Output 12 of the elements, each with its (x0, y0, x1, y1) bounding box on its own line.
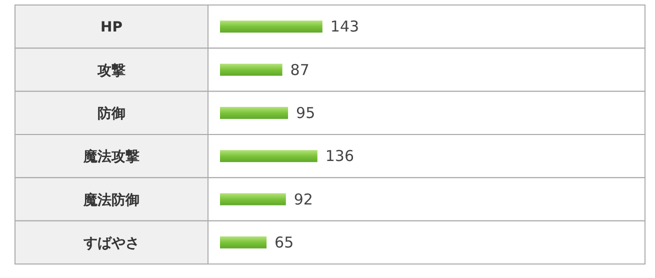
y-tick-label: 攻撃 (96, 62, 126, 79)
data-label: 143 (330, 18, 360, 36)
data-label: 65 (274, 233, 294, 252)
y-tick-label: 魔法攻撃 (82, 148, 140, 166)
y-tick-label: 魔法防御 (82, 191, 140, 208)
data-label: 87 (290, 60, 310, 79)
data-label: 136 (325, 147, 354, 166)
data-label: 92 (294, 190, 313, 208)
y-tick-label: 防御 (98, 104, 126, 122)
data-label: 95 (296, 104, 316, 122)
y-tick-label: HP (100, 20, 122, 36)
y-tick-label: すばやさ (82, 235, 140, 252)
